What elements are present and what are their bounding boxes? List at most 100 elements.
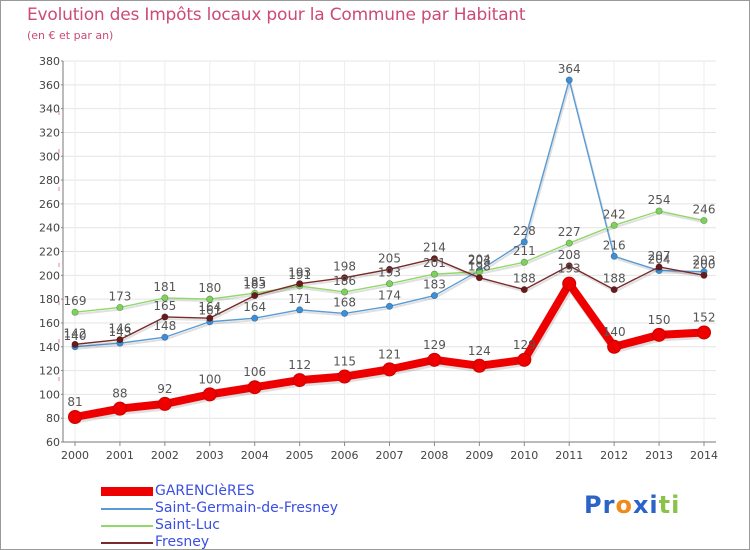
point-saint-luc [206, 295, 214, 303]
point-garenci-res [472, 358, 487, 373]
data-label-fresney: 142 [64, 326, 87, 340]
legend-swatch [101, 487, 153, 496]
point-saint-luc [565, 239, 573, 247]
x-tick-label: 2008 [420, 449, 448, 462]
data-label-saint-germain-de-fresney: 143 [108, 325, 131, 339]
point-saint-germain-de-fresney [296, 306, 304, 314]
x-tick-label: 2002 [151, 449, 179, 462]
legend-swatch [101, 525, 153, 527]
x-tick-label: 2005 [286, 449, 314, 462]
point-garenci-res [337, 369, 352, 384]
data-label-fresney: 164 [198, 300, 221, 314]
y-axis-ticks: 60 80 100 120 140 160 180 200 220 240 260 280 300 320… [39, 55, 63, 449]
data-label-saint-luc: 193 [378, 266, 401, 280]
data-label-saint-luc: 242 [603, 207, 626, 221]
data-label-garenci-res: 115 [333, 355, 356, 369]
data-label-saint-luc: 211 [513, 244, 536, 258]
point-saint-luc [71, 308, 79, 316]
data-label-saint-germain-de-fresney: 168 [333, 295, 356, 309]
data-label-fresney: 214 [423, 241, 446, 255]
logo-letter: i [649, 491, 659, 519]
y-tick-label: 80 [46, 412, 60, 425]
legend-swatch [101, 508, 153, 510]
data-label-garenci-res: 88 [112, 387, 127, 401]
y-tick-label: 220 [39, 246, 60, 259]
point-fresney [71, 340, 79, 348]
y-tick-label: 240 [39, 222, 60, 235]
data-label-saint-luc: 173 [108, 289, 131, 303]
y-tick-label: 320 [39, 126, 60, 139]
point-saint-germain-de-fresney [520, 238, 528, 246]
data-label-saint-germain-de-fresney: 161 [198, 304, 221, 318]
data-label-fresney: 193 [288, 266, 311, 280]
logo-letter: P [584, 491, 603, 519]
data-label-saint-germain-de-fresney: 204 [648, 253, 671, 267]
point-garenci-res [562, 276, 577, 291]
point-saint-germain-de-fresney [251, 314, 259, 322]
data-label-saint-luc: 227 [558, 225, 581, 239]
point-saint-germain-de-fresney [565, 76, 573, 84]
point-saint-germain-de-fresney [385, 302, 393, 310]
logo-letter: o [615, 491, 633, 519]
x-tick-label: 2006 [331, 449, 359, 462]
point-garenci-res [68, 409, 82, 424]
y-tick-label: 380 [39, 55, 60, 68]
point-saint-luc [700, 217, 708, 225]
y-tick-label: 160 [39, 317, 60, 330]
data-label-garenci-res: 129 [513, 338, 536, 352]
y-tick-label: 300 [39, 150, 60, 163]
data-label-fresney: 183 [243, 278, 266, 292]
y-tick-label: 360 [39, 79, 60, 92]
data-label-garenci-res: 100 [198, 372, 221, 386]
x-tick-label: 2011 [555, 449, 583, 462]
point-garenci-res [607, 339, 622, 354]
logo-letter: i [671, 491, 681, 519]
data-label-garenci-res: 81 [67, 395, 82, 409]
point-garenci-res [697, 325, 711, 340]
data-label-garenci-res: 106 [243, 365, 266, 379]
data-label-saint-luc: 254 [648, 193, 671, 207]
x-tick-label: 2012 [600, 449, 628, 462]
point-garenci-res [517, 352, 532, 367]
x-tick-label: 2014 [690, 449, 718, 462]
data-label-garenci-res: 129 [423, 338, 446, 352]
data-label-garenci-res: 150 [648, 313, 671, 327]
data-label-saint-germain-de-fresney: 148 [153, 319, 176, 333]
data-label-fresney: 146 [108, 322, 131, 336]
data-label-fresney: 200 [693, 257, 716, 271]
point-saint-luc [161, 294, 169, 302]
data-label-saint-luc: 201 [423, 256, 446, 270]
point-fresney [206, 314, 214, 322]
y-tick-label: 280 [39, 174, 60, 187]
y-tick-label: 100 [39, 388, 60, 401]
point-saint-luc [520, 258, 528, 266]
y-tick-label: 200 [39, 269, 60, 282]
point-garenci-res [247, 380, 262, 395]
point-garenci-res [652, 327, 667, 342]
point-fresney [296, 280, 304, 288]
point-saint-luc [655, 207, 663, 215]
point-fresney [565, 262, 573, 270]
x-tick-label: 2013 [645, 449, 673, 462]
data-label-fresney: 188 [513, 272, 536, 286]
point-fresney [251, 292, 259, 300]
legend-label: Fresney [155, 534, 210, 550]
point-fresney [161, 313, 169, 321]
x-tick-label: 2007 [376, 449, 404, 462]
point-fresney [341, 274, 349, 282]
chart-subtitle: (en € et par an) [27, 29, 114, 42]
data-label-saint-germain-de-fresney: 228 [513, 224, 536, 238]
point-fresney [116, 336, 124, 344]
legend-label: GARENCIèRES [155, 483, 255, 499]
data-label-saint-luc: 191 [288, 268, 311, 282]
legend-label: Saint-Luc [155, 517, 220, 533]
data-label-garenci-res: 140 [603, 325, 626, 339]
data-label-saint-luc: 181 [153, 280, 176, 294]
x-tick-label: 2003 [196, 449, 224, 462]
data-label-garenci-res: 193 [558, 262, 581, 276]
point-fresney [610, 286, 618, 294]
y-tick-label: 120 [39, 365, 60, 378]
data-label-fresney: 205 [378, 251, 401, 265]
data-label-garenci-res: 124 [468, 344, 491, 358]
